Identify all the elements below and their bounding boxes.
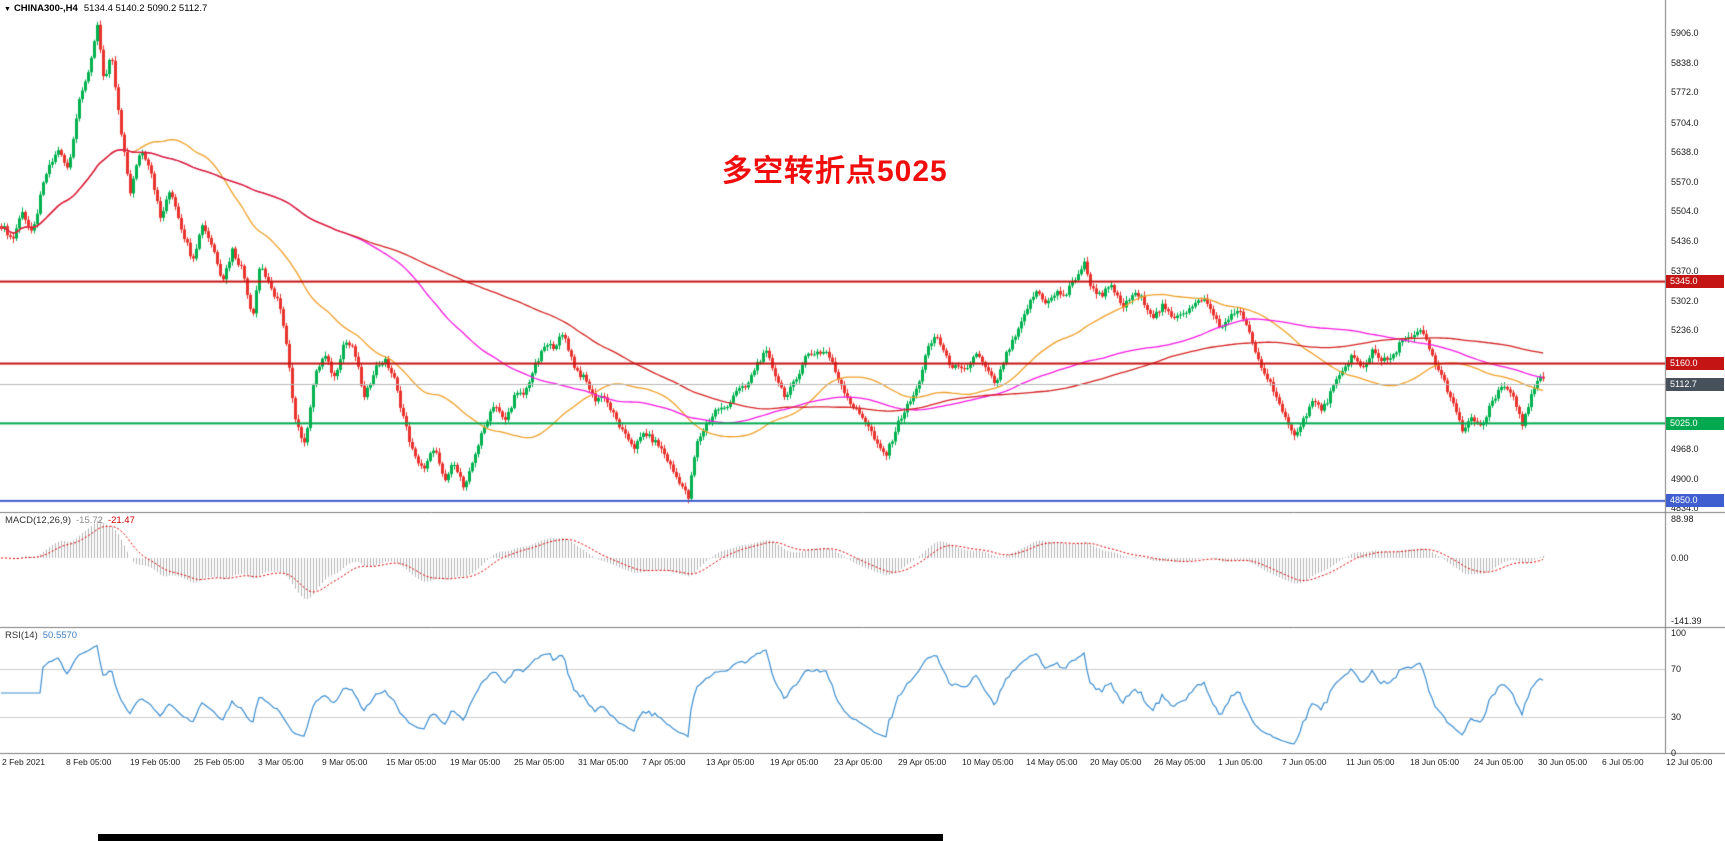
rsi-axis-tick: 70 — [1671, 664, 1682, 674]
bottom-black-bar — [98, 834, 943, 841]
price-axis-tick: 5838.0 — [1671, 58, 1699, 69]
time-axis-label: 7 Apr 05:00 — [642, 757, 686, 767]
chart-header: ▼ CHINA300-,H4 5134.4 5140.2 5090.2 5112.7 — [4, 3, 207, 14]
time-axis-label: 19 Apr 05:00 — [770, 757, 819, 767]
time-axis-label: 13 Apr 05:00 — [706, 757, 755, 767]
symbol-name: CHINA300-,H4 — [13, 3, 78, 14]
macd-indicator-label: MACD(12,26,9) -15.72 -21.47 — [5, 515, 135, 526]
time-axis-label: 8 Feb 05:00 — [66, 757, 112, 767]
price-axis-tick: 5906.0 — [1671, 28, 1699, 38]
macd-signal-value: -21.47 — [107, 515, 135, 526]
price-axis-tick: 5772.0 — [1671, 87, 1699, 98]
rsi-axis-tick: 0 — [1671, 748, 1677, 758]
price-axis-tick: 5236.0 — [1671, 324, 1699, 335]
time-axis-label: 10 May 05:00 — [962, 757, 1014, 767]
macd-name: MACD(12,26,9) — [5, 515, 71, 526]
ohlc-values: 5134.4 5140.2 5090.2 5112.7 — [83, 3, 208, 14]
price-axis-tick: 5302.0 — [1671, 295, 1699, 306]
price-axis-tick: 4900.0 — [1671, 473, 1699, 484]
price-axis-tick: 5704.0 — [1671, 117, 1699, 128]
macd-axis-tick: -141.39 — [1671, 615, 1702, 626]
rsi-value: 50.5570 — [42, 630, 78, 641]
time-axis-label: 2 Feb 2021 — [2, 757, 46, 767]
time-axis-label: 25 Feb 05:00 — [194, 757, 245, 767]
macd-axis-tick: 88.98 — [1671, 513, 1694, 524]
time-axis-label: 26 May 05:00 — [1154, 757, 1206, 767]
macd-main-value: -15.72 — [76, 515, 103, 526]
chart-annotation-text: 多空转折点5025 — [722, 155, 948, 188]
time-axis-label: 20 May 05:00 — [1090, 757, 1142, 767]
rsi-indicator-label: RSI(14) 50.5570 — [5, 630, 77, 641]
time-axis-label: 19 Mar 05:00 — [450, 757, 501, 767]
price-axis-tick: 4968.0 — [1671, 443, 1699, 454]
price-axis-tick: 5436.0 — [1671, 236, 1699, 247]
time-axis-label: 30 Jun 05:00 — [1538, 757, 1588, 767]
time-axis-label: 7 Jun 05:00 — [1282, 757, 1327, 767]
price-badge-5345.0: 5345.0 — [1666, 275, 1724, 289]
price-badge-5112.7: 5112.7 — [1666, 378, 1724, 391]
time-axis-label: 19 Feb 05:00 — [130, 757, 181, 767]
price-badge-4850.0: 4850.0 — [1666, 494, 1724, 508]
time-axis-label: 14 May 05:00 — [1026, 757, 1078, 767]
symbol-dropdown-icon: ▼ — [4, 6, 11, 13]
time-axis-label: 11 Jun 05:00 — [1346, 757, 1395, 767]
price-axis-tick: 5504.0 — [1671, 206, 1699, 217]
rsi-name: RSI(14) — [5, 630, 38, 641]
time-axis-label: 18 Jun 05:00 — [1410, 757, 1460, 767]
time-axis-label: 3 Mar 05:00 — [258, 757, 304, 767]
time-axis-label: 23 Apr 05:00 — [834, 757, 883, 767]
time-axis-label: 29 Apr 05:00 — [898, 757, 947, 767]
time-axis-label: 1 Jun 05:00 — [1218, 757, 1263, 767]
price-axis-tick: 5638.0 — [1671, 146, 1699, 157]
time-axis-label: 24 Jun 05:00 — [1474, 757, 1524, 767]
price-badge-5160.0: 5160.0 — [1666, 357, 1724, 371]
time-axis-label: 31 Mar 05:00 — [578, 757, 629, 767]
rsi-axis-tick: 30 — [1671, 712, 1682, 722]
time-axis-label: 15 Mar 05:00 — [386, 757, 437, 767]
price-badge-5025.0: 5025.0 — [1666, 416, 1724, 430]
price-axis-tick: 4834.0 — [1671, 503, 1699, 513]
time-axis-label: 9 Mar 05:00 — [322, 757, 368, 767]
time-axis-label: 12 Jul 05:00 — [1666, 757, 1713, 767]
rsi-axis-tick: 100 — [1671, 628, 1687, 638]
price-axis-tick: 5570.0 — [1671, 176, 1699, 187]
time-axis-label: 6 Jul 05:00 — [1602, 757, 1644, 767]
price-axis-tick: 5370.0 — [1671, 265, 1699, 276]
macd-axis-tick: 0.00 — [1671, 553, 1689, 563]
time-axis-label: 25 Mar 05:00 — [514, 757, 565, 767]
